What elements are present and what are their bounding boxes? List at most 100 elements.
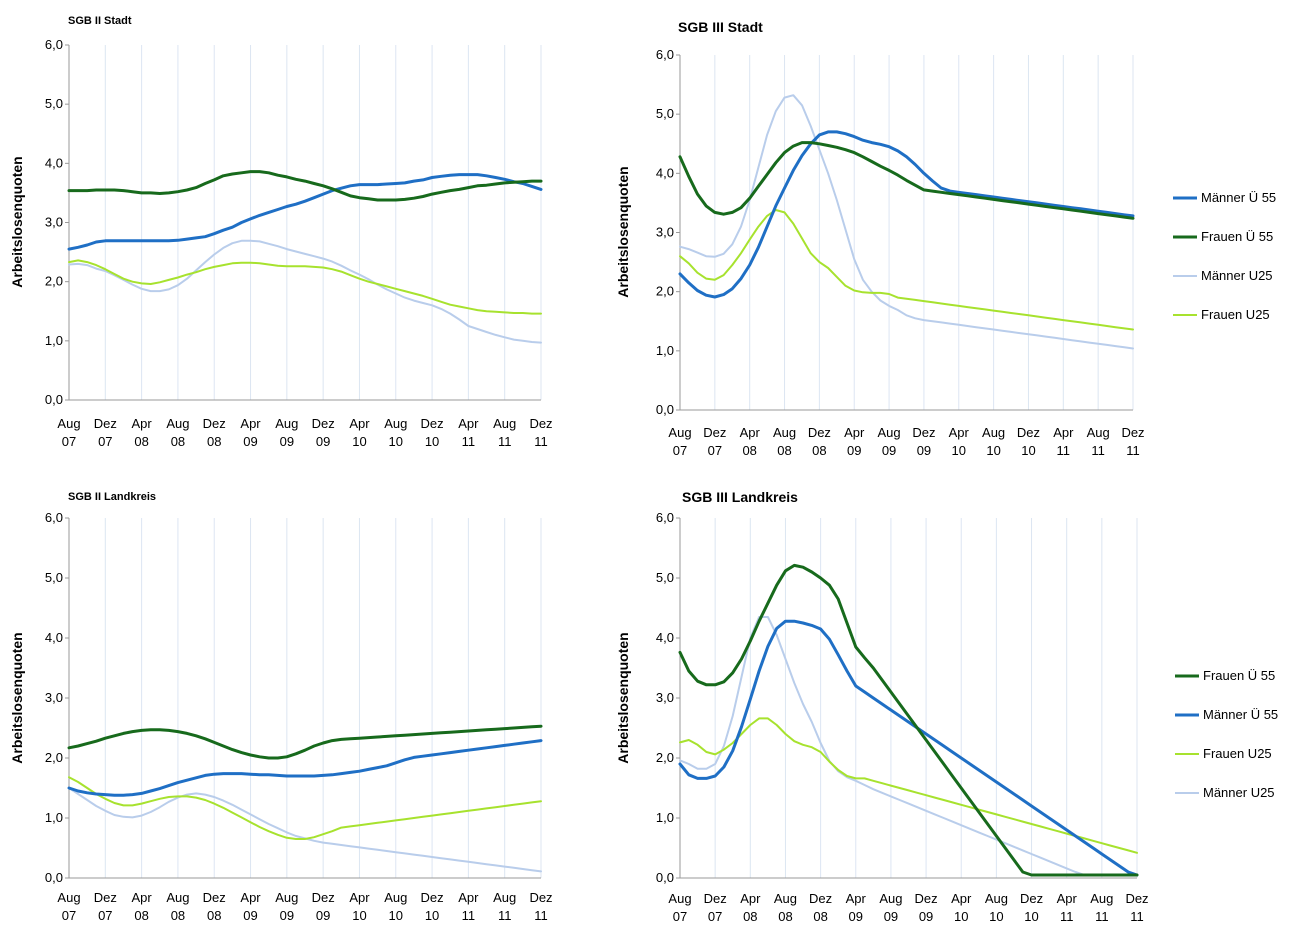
x-tick-label: Aug 11 xyxy=(493,416,516,449)
y-tick-label: 0,0 xyxy=(656,870,674,885)
chart-title: SGB III Stadt xyxy=(678,19,763,35)
x-tick-month: Apr xyxy=(131,416,152,431)
chart-title: SGB III Landkreis xyxy=(682,489,798,505)
grid-lines xyxy=(679,55,1134,410)
x-tick-month: Dez xyxy=(1020,891,1043,906)
x-tick-label: Dez 07 xyxy=(94,890,117,923)
x-tick-label: Dez 10 xyxy=(1017,425,1040,458)
legend-item: Männer U25 xyxy=(1173,268,1273,283)
grid-lines xyxy=(68,45,542,400)
x-tick-year: 11 xyxy=(1057,443,1071,458)
series-line-maenner-u25 xyxy=(679,616,1138,876)
x-tick-label: Aug 09 xyxy=(275,416,298,449)
x-tick-year: 07 xyxy=(673,909,687,924)
x-tick-month: Aug xyxy=(1090,891,1113,906)
x-tick-label: Apr 10 xyxy=(349,890,370,923)
y-tick-label: 1,0 xyxy=(656,810,674,825)
y-tick-label: 3,0 xyxy=(45,690,63,705)
chart-svg-sgb2-stadt: SGB II Stadt Arbeitslosenquoten 0,0 1,0 2,0 3… xyxy=(9,15,553,449)
x-tick-year: 11 xyxy=(462,908,476,923)
x-tick-month: Dez xyxy=(421,416,444,431)
x-tick-year: 09 xyxy=(316,434,330,449)
x-tick-label: Dez 10 xyxy=(421,416,444,449)
x-tick-label: Dez 09 xyxy=(915,891,938,924)
x-tick-label: Dez 11 xyxy=(1125,891,1148,924)
series-line-frauen-u25 xyxy=(68,259,542,315)
x-tick-year: 11 xyxy=(534,908,548,923)
x-tick-label: Apr 10 xyxy=(949,425,970,458)
series-line-frauen-ue55 xyxy=(67,170,543,202)
chart-svg-sgb2-landkreis: SGB II Landkreis Arbeitslosenquoten 0,0 1,0… xyxy=(9,491,553,923)
x-tick-label: Apr 11 xyxy=(458,416,479,449)
y-tick-label: 6,0 xyxy=(45,37,63,52)
x-tick-month: Aug xyxy=(668,891,691,906)
y-tick-label: 3,0 xyxy=(45,215,63,230)
x-tick-year: 07 xyxy=(98,908,112,923)
x-tick-label: Dez 08 xyxy=(808,425,831,458)
x-tick-label: Apr 10 xyxy=(349,416,370,449)
y-tick-label: 0,0 xyxy=(45,870,63,885)
x-tick-label: Aug 08 xyxy=(166,416,189,449)
x-tick-month: Aug xyxy=(57,416,80,431)
x-tick-label: Aug 11 xyxy=(1090,891,1113,924)
x-tick-year: 10 xyxy=(952,443,966,458)
x-tick-label: Dez 11 xyxy=(1121,425,1144,458)
x-tick-year: 10 xyxy=(425,908,439,923)
x-tick-year: 09 xyxy=(280,908,294,923)
x-tick-month: Dez xyxy=(529,416,552,431)
x-tick-year: 08 xyxy=(743,909,757,924)
x-tick-month: Apr xyxy=(240,416,261,431)
x-tick-year: 08 xyxy=(812,443,826,458)
x-tick-year: 10 xyxy=(986,443,1000,458)
x-tick-year: 11 xyxy=(1091,443,1105,458)
series-line-maenner-ue55 xyxy=(67,173,543,251)
x-tick-label: Aug 10 xyxy=(982,425,1005,458)
legend-label: Frauen U25 xyxy=(1201,307,1270,322)
x-tick-month: Aug xyxy=(384,890,407,905)
y-tick-label: 6,0 xyxy=(656,510,674,525)
x-tick-month: Apr xyxy=(949,425,970,440)
x-tick-label: Dez 07 xyxy=(94,416,117,449)
series-line-frauen-ue55 xyxy=(678,563,1139,877)
y-tick-label: 1,0 xyxy=(45,333,63,348)
grid-lines xyxy=(679,518,1138,878)
y-tick-label: 1,0 xyxy=(656,343,674,358)
y-tick-label: 0,0 xyxy=(45,392,63,407)
chart-title: SGB II Stadt xyxy=(68,15,132,27)
y-tick-label: 4,0 xyxy=(45,630,63,645)
x-tick-month: Apr xyxy=(1057,891,1078,906)
series-line-frauen-u25 xyxy=(68,776,542,840)
x-tick-month: Aug xyxy=(773,425,796,440)
x-tick-year: 07 xyxy=(62,434,76,449)
x-tick-label: Aug 09 xyxy=(879,891,902,924)
x-tick-label: Dez 07 xyxy=(704,891,727,924)
legend: Männer Ü 55 Frauen Ü 55 Männer U25 Frauen U… xyxy=(1173,190,1276,322)
series-line-frauen-u25 xyxy=(679,717,1138,854)
x-tick-year: 07 xyxy=(62,908,76,923)
x-tick-month: Dez xyxy=(703,425,726,440)
x-tick-label: Dez 11 xyxy=(529,890,552,923)
x-tick-month: Apr xyxy=(740,425,761,440)
x-tick-month: Apr xyxy=(240,890,261,905)
x-tick-month: Aug xyxy=(878,425,901,440)
x-tick-year: 11 xyxy=(498,908,512,923)
x-tick-year: 11 xyxy=(498,434,512,449)
legend-label: Männer Ü 55 xyxy=(1203,707,1278,722)
x-tick-label: Aug 07 xyxy=(57,416,80,449)
legend-label: Männer Ü 55 xyxy=(1201,190,1276,205)
x-tick-label: Aug 09 xyxy=(275,890,298,923)
x-tick-label: Dez 08 xyxy=(203,890,226,923)
x-tick-month: Aug xyxy=(493,890,516,905)
x-tick-year: 10 xyxy=(352,434,366,449)
x-tick-year: 08 xyxy=(813,909,827,924)
y-tick-label: 5,0 xyxy=(656,106,674,121)
x-tick-label: Dez 08 xyxy=(809,891,832,924)
x-tick-year: 08 xyxy=(171,434,185,449)
x-tick-month: Apr xyxy=(1053,425,1074,440)
x-tick-year: 10 xyxy=(989,909,1003,924)
x-tick-label: Apr 11 xyxy=(1053,425,1074,458)
x-tick-year: 11 xyxy=(1095,909,1109,924)
chart-sgb3-landkreis: SGB III Landkreis Arbeitslosenquoten 0,0 1,… xyxy=(615,462,1299,925)
x-tick-year: 07 xyxy=(708,909,722,924)
x-tick-month: Apr xyxy=(846,891,867,906)
